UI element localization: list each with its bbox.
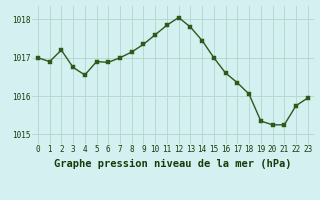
X-axis label: Graphe pression niveau de la mer (hPa): Graphe pression niveau de la mer (hPa) [54, 159, 292, 169]
